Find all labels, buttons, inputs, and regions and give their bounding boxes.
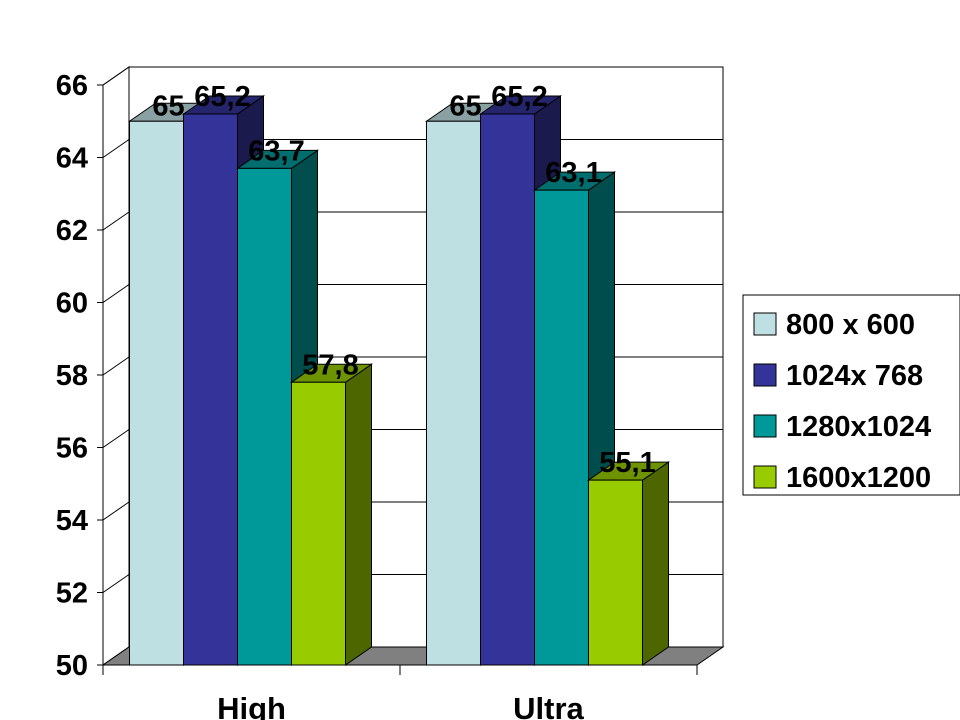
gridline <box>102 66 723 86</box>
x-category-labels: High Ultra <box>217 691 585 720</box>
y-tick-label: 60 <box>56 288 88 320</box>
y-tick-label: 50 <box>56 650 88 682</box>
x-category-label: Ultra <box>513 691 584 720</box>
bar <box>289 363 374 666</box>
legend-swatch <box>753 465 777 489</box>
bars <box>127 95 671 666</box>
bar <box>586 461 671 666</box>
data-label: 57,8 <box>302 349 358 381</box>
bar-front <box>534 189 589 666</box>
x-category-label: High <box>217 691 286 720</box>
y-tick-label: 66 <box>56 70 88 102</box>
y-tick-labels: 50 52 54 56 58 60 62 64 66 <box>56 70 88 682</box>
data-label: 65 <box>152 90 184 122</box>
legend-label: 800 x 600 <box>786 309 915 341</box>
data-label: 63,1 <box>545 157 601 189</box>
bar-front <box>237 167 292 666</box>
data-label: 65,2 <box>194 81 250 113</box>
data-label: 65 <box>449 90 481 122</box>
data-label: 63,7 <box>248 135 304 167</box>
data-label: 65,2 <box>491 81 547 113</box>
y-tick-label: 52 <box>56 578 88 610</box>
bar-front <box>480 113 535 666</box>
y-tick-label: 54 <box>56 505 88 537</box>
y-tick-label: 64 <box>56 143 88 175</box>
data-label: 55,1 <box>599 447 655 479</box>
y-tick-label: 58 <box>56 360 88 392</box>
data-labels: 65 65,2 63,7 57,8 65 65,2 63,1 55,1 <box>152 81 655 479</box>
legend-label: 1024x 768 <box>786 360 923 392</box>
bar-front <box>183 113 238 666</box>
y-tick-label: 62 <box>56 215 88 247</box>
bar-front <box>129 120 184 666</box>
legend-swatch <box>753 312 777 336</box>
bar-front <box>588 479 643 666</box>
bar-side <box>642 461 669 666</box>
legend-swatch <box>753 363 777 387</box>
bar-front <box>291 381 346 666</box>
legend-box <box>742 294 960 496</box>
legend-label: 1600x1200 <box>786 462 931 494</box>
legend: 800 x 600 1024x 768 1280x1024 1600x1200 <box>742 294 960 496</box>
y-tick-label: 56 <box>56 433 88 465</box>
legend-label: 1280x1024 <box>786 411 931 443</box>
legend-swatch <box>753 414 777 438</box>
bar-front <box>426 120 481 666</box>
bar-side <box>345 363 372 666</box>
